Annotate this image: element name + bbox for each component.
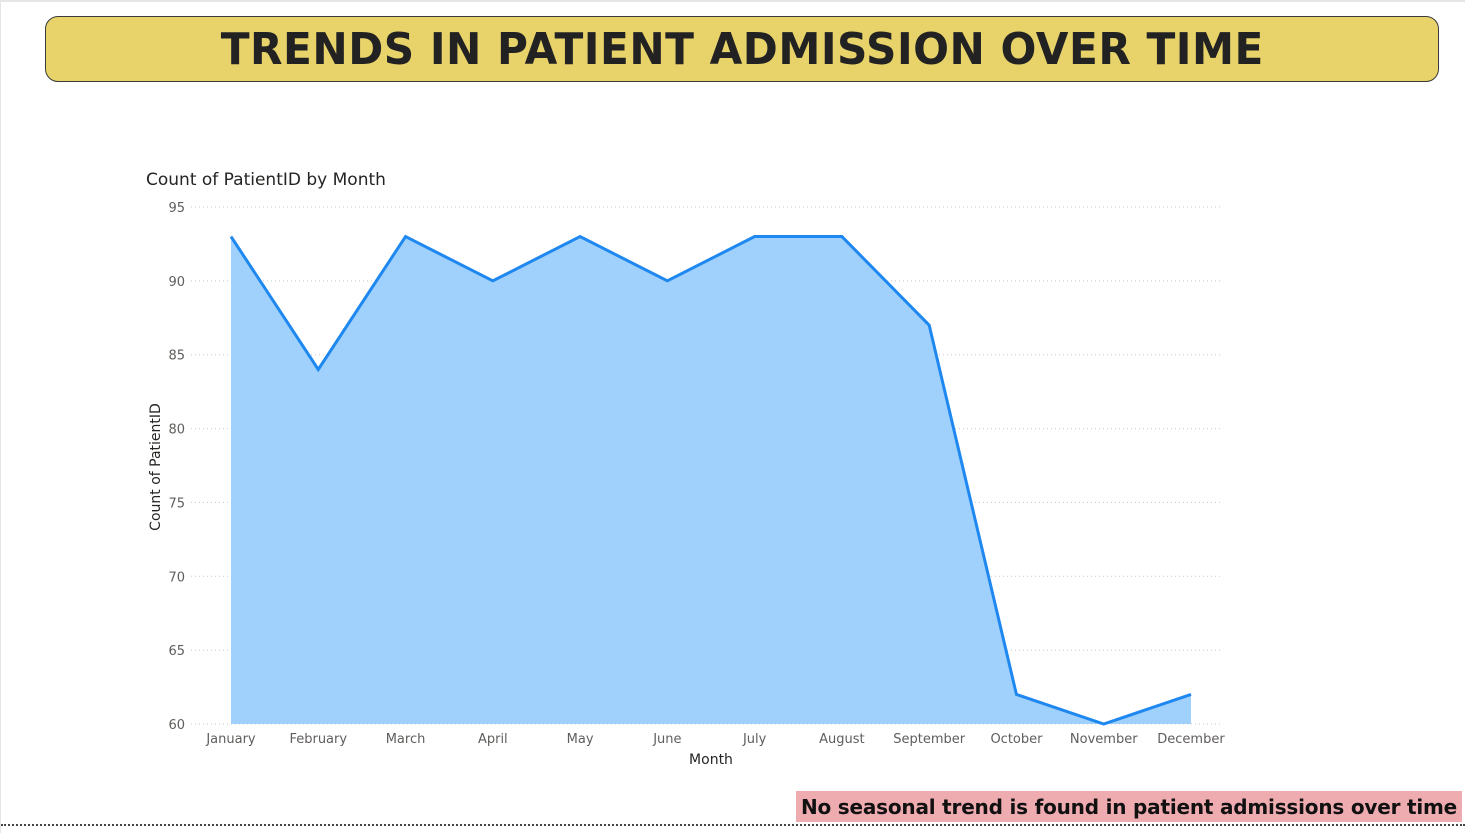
series-line-layer [227, 233, 1195, 728]
x-tick-label: April [478, 732, 508, 747]
y-tick-label: 75 [168, 496, 185, 511]
y-tick-label: 70 [168, 570, 185, 585]
y-tick-label: 95 [168, 201, 185, 216]
data-point-may[interactable] [576, 233, 584, 241]
x-tick-label: January [205, 732, 256, 747]
series-line [229, 234, 1192, 726]
chart-title: Count of PatientID by Month [146, 170, 386, 190]
data-point-january[interactable] [227, 233, 235, 241]
data-point-february[interactable] [314, 365, 322, 373]
data-point-november[interactable] [1100, 720, 1108, 728]
x-tick-label: August [819, 732, 865, 747]
area-fill-layer [231, 236, 1191, 725]
data-point-october[interactable] [1012, 690, 1020, 698]
x-tick-label: May [567, 732, 594, 747]
data-point-august[interactable] [838, 233, 846, 241]
data-point-march[interactable] [402, 233, 410, 241]
title-banner: TRENDS IN PATIENT ADMISSION OVER TIME [45, 16, 1439, 82]
x-tick-label: July [742, 732, 767, 747]
x-tick-label: February [289, 732, 347, 747]
y-axis-ticks: 60 65 70 75 80 85 90 95 [168, 201, 185, 733]
y-tick-label: 90 [168, 275, 185, 290]
y-tick-label: 80 [168, 423, 185, 438]
page-title: TRENDS IN PATIENT ADMISSION OVER TIME [220, 23, 1264, 75]
data-point-june[interactable] [663, 277, 671, 285]
x-tick-label: September [893, 732, 966, 747]
x-tick-label: October [990, 732, 1043, 747]
data-point-september[interactable] [925, 321, 933, 329]
x-tick-label: March [386, 732, 426, 747]
page-bottom-border [1, 824, 1465, 826]
y-axis-label: Count of PatientID [148, 403, 164, 531]
data-point-july[interactable] [751, 233, 759, 241]
x-tick-label: December [1157, 732, 1225, 747]
x-tick-label: June [652, 732, 681, 747]
y-tick-label: 85 [168, 349, 185, 364]
data-point-december[interactable] [1187, 690, 1195, 698]
insight-note: No seasonal trend is found in patient ad… [796, 791, 1462, 822]
x-axis-label: Month [689, 752, 733, 768]
area-fill [231, 236, 1191, 725]
x-axis-ticks: January February March April May June July Augu… [205, 732, 1225, 747]
y-tick-label: 60 [168, 718, 185, 733]
data-point-april[interactable] [489, 277, 497, 285]
y-tick-label: 65 [168, 644, 185, 659]
x-tick-label: November [1070, 732, 1138, 747]
